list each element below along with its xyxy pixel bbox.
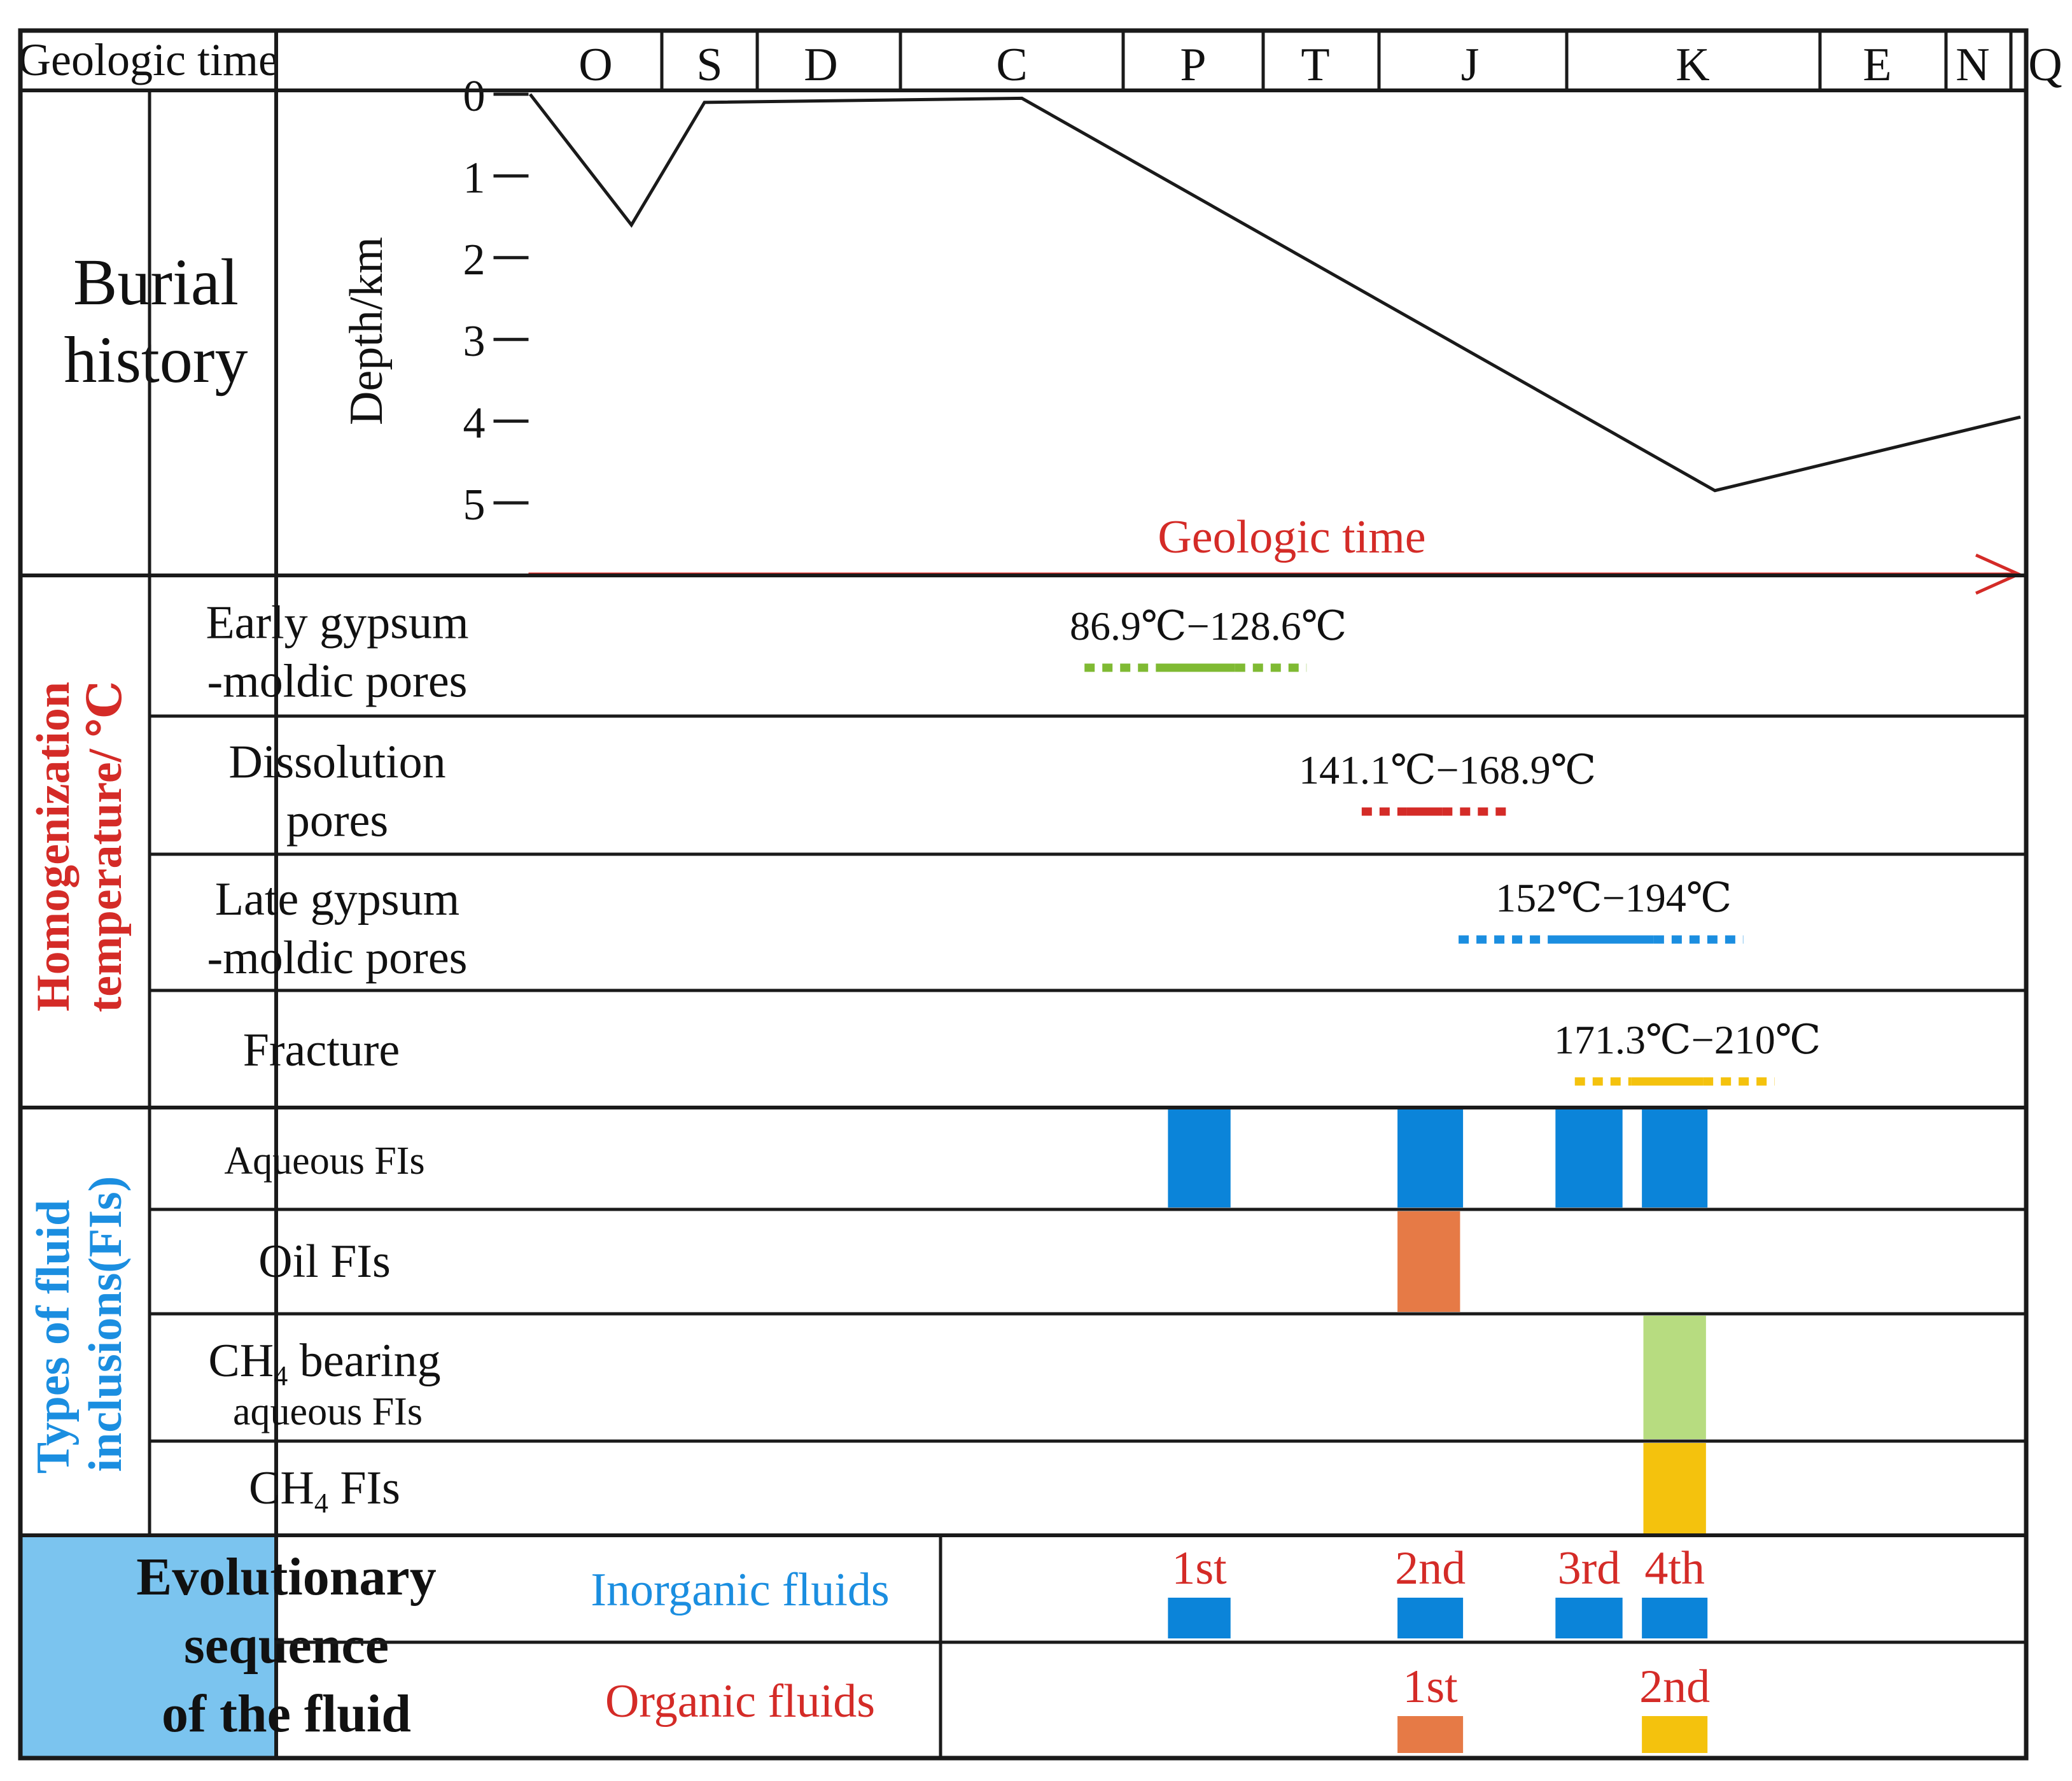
burial-curve bbox=[529, 93, 2021, 493]
fi-row-label: CH4 bearing bbox=[208, 1335, 440, 1391]
fi-group-label-2: inclusions(FIs) bbox=[80, 1176, 132, 1472]
evolution-label-bg bbox=[22, 1537, 274, 1756]
burial-label-2: history bbox=[64, 323, 248, 397]
evolution-stage-block bbox=[1642, 1716, 1708, 1753]
period-label-E: E bbox=[1863, 39, 1891, 91]
time-axis-label: Geologic time bbox=[1158, 511, 1425, 563]
fi-group-label-1: Types of fluid bbox=[27, 1200, 80, 1474]
evolution-stage-label: 4th bbox=[1644, 1542, 1705, 1594]
homog-row-label: -moldic pores bbox=[207, 932, 468, 984]
evolution-row-name: Organic fluids bbox=[605, 1675, 875, 1728]
homog-row-label: Fracture bbox=[243, 1024, 400, 1076]
depth-tick-5: 5 bbox=[463, 481, 486, 530]
fi-row-label: CH4 FIs bbox=[249, 1462, 400, 1519]
period-label-J: J bbox=[1461, 39, 1480, 91]
fi-block bbox=[1555, 1109, 1623, 1207]
homog-row-label: Early gypsum bbox=[206, 597, 468, 649]
period-label-O: O bbox=[578, 39, 612, 91]
homog-row-label: pores bbox=[286, 795, 388, 847]
geologic-time-header: Geologic time bbox=[18, 34, 279, 85]
period-label-T: T bbox=[1301, 39, 1329, 91]
depth-tick-0: 0 bbox=[463, 72, 486, 121]
depth-tick-3: 3 bbox=[463, 317, 486, 366]
outer-frame bbox=[18, 28, 2029, 1761]
evolution-stage-block bbox=[1168, 1598, 1231, 1638]
fi-block bbox=[1642, 1109, 1708, 1207]
homog-group-label-2: temperature/ ℃ bbox=[80, 681, 132, 1013]
period-label-D: D bbox=[804, 39, 837, 91]
burial-label-1: Burial bbox=[73, 246, 239, 319]
homog-range-text: 152℃−194℃ bbox=[1495, 875, 1732, 920]
homog-row-label: -moldic pores bbox=[207, 656, 468, 708]
fi-block bbox=[1168, 1109, 1231, 1207]
fi-row-label: Aqueous FIs bbox=[224, 1139, 424, 1183]
fi-block bbox=[1643, 1316, 1706, 1439]
period-label-N: N bbox=[1956, 39, 1989, 91]
evolution-stage-block bbox=[1397, 1598, 1464, 1638]
evolution-label-2: sequence bbox=[184, 1616, 389, 1675]
evolution-row-name: Inorganic fluids bbox=[591, 1564, 889, 1616]
depth-tick-4: 4 bbox=[463, 399, 486, 448]
depth-tick-1: 1 bbox=[463, 153, 486, 202]
homog-range-text: 86.9℃−128.6℃ bbox=[1070, 603, 1347, 649]
evolution-stage-block bbox=[1397, 1716, 1464, 1753]
evolution-stage-block bbox=[1555, 1598, 1623, 1638]
depth-axis-label: Depth/km bbox=[340, 237, 393, 425]
evolution-stage-label: 1st bbox=[1403, 1661, 1458, 1713]
depth-tick-2: 2 bbox=[463, 236, 486, 285]
evolution-stage-label: 3rd bbox=[1558, 1542, 1621, 1594]
evolution-stage-label: 2nd bbox=[1639, 1661, 1710, 1713]
homog-range-text: 141.1℃−168.9℃ bbox=[1299, 747, 1596, 792]
fi-block bbox=[1397, 1109, 1464, 1207]
period-label-S: S bbox=[696, 39, 722, 91]
period-label-C: C bbox=[996, 39, 1027, 91]
evolution-stage-label: 2nd bbox=[1395, 1542, 1466, 1594]
period-label-K: K bbox=[1676, 39, 1709, 91]
fi-block bbox=[1643, 1443, 1706, 1533]
fi-row-label-line2: aqueous FIs bbox=[233, 1390, 423, 1433]
homog-row-label: Dissolution bbox=[228, 736, 445, 789]
homog-row-label: Late gypsum bbox=[215, 873, 459, 926]
fi-row-label: Oil FIs bbox=[258, 1235, 391, 1288]
evolution-label-3: of the fluid bbox=[162, 1684, 411, 1743]
evolution-stage-block bbox=[1642, 1598, 1708, 1638]
fi-block bbox=[1397, 1211, 1460, 1312]
period-label-Q: Q bbox=[2028, 39, 2062, 91]
evolution-stage-label: 1st bbox=[1172, 1542, 1227, 1594]
period-label-P: P bbox=[1180, 39, 1206, 91]
homog-group-label-1: Homogenization bbox=[27, 682, 80, 1011]
evolution-label-1: Evolutionary bbox=[136, 1547, 436, 1607]
homog-range-text: 171.3℃−210℃ bbox=[1554, 1017, 1821, 1062]
